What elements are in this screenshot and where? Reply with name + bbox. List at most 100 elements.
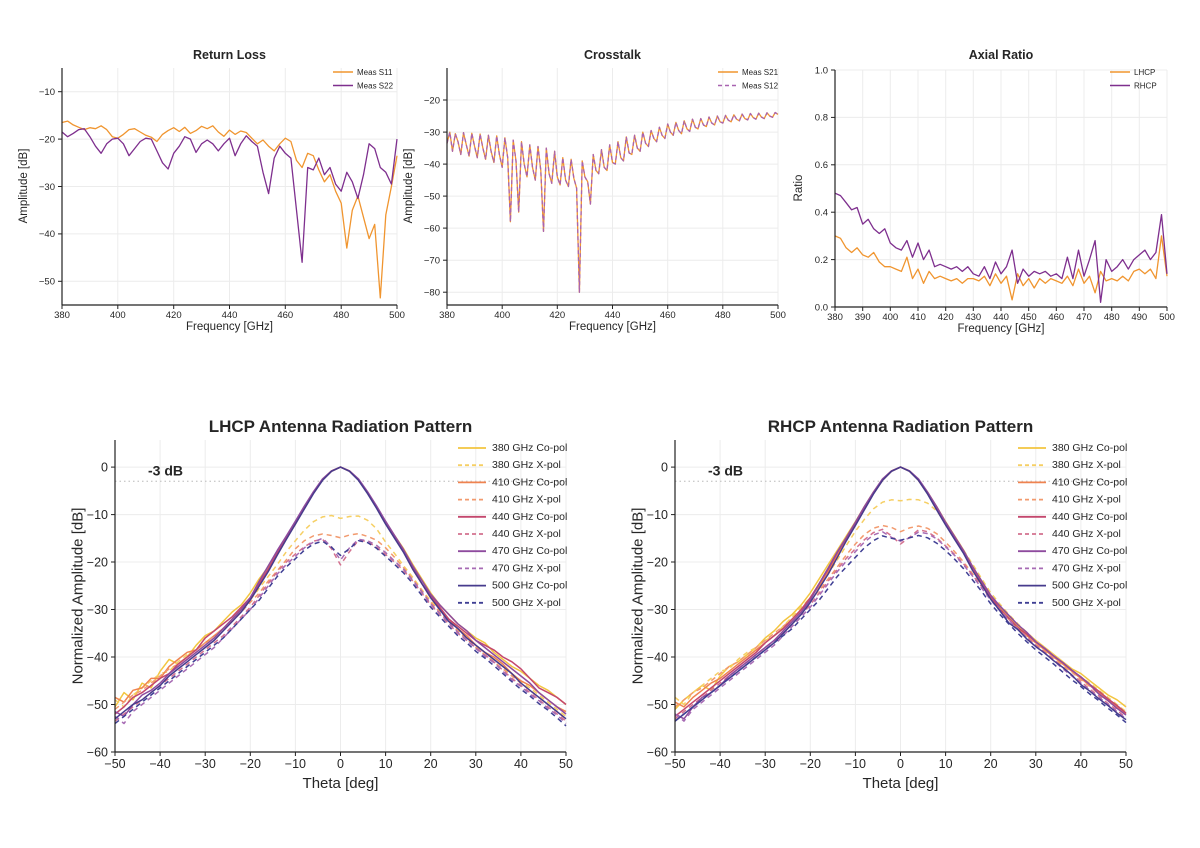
svg-text:400: 400	[110, 310, 126, 321]
svg-text:−50: −50	[39, 277, 55, 288]
gridlines	[834, 69, 1168, 308]
chart-title: Axial Ratio	[968, 48, 1034, 62]
x-axis-label: Theta [deg]	[862, 775, 939, 792]
svg-text:−50: −50	[104, 757, 125, 771]
legend-label: 470 GHz Co-pol	[492, 545, 567, 557]
tick-labels: −50 −40 −30 −20 −10 0 10 20 30 40 50 0 −…	[647, 460, 1133, 771]
chart-return-loss: 380 400 420 440 460 480 500 −10 −20 −30 …	[10, 45, 410, 355]
svg-text:480: 480	[333, 310, 349, 321]
legend-label: 500 GHz Co-pol	[492, 580, 567, 592]
svg-text:−30: −30	[755, 757, 776, 771]
legend-label: 410 GHz Co-pol	[492, 476, 567, 488]
series-lines	[114, 466, 567, 727]
chart-axial-ratio: 380 390 400 410 420 430 440 450 460 470 …	[783, 45, 1200, 355]
legend-label: Meas S11	[357, 68, 393, 77]
svg-text:40: 40	[514, 757, 528, 771]
y-axis-label: Ratio	[793, 174, 805, 202]
svg-text:500: 500	[770, 310, 786, 321]
svg-text:−20: −20	[647, 555, 668, 569]
crosstalk-plot: 380 400 420 440 460 480 500 −20 −30 −40 …	[424, 68, 786, 321]
reference-line: -3 dB	[115, 462, 566, 483]
series-line	[674, 528, 1127, 720]
svg-text:460: 460	[660, 310, 676, 321]
series-line	[446, 111, 779, 293]
svg-text:−30: −30	[424, 127, 440, 138]
svg-text:−80: −80	[424, 288, 440, 299]
svg-text:500: 500	[389, 310, 405, 321]
svg-text:0.0: 0.0	[815, 302, 828, 313]
svg-text:500: 500	[1159, 312, 1175, 323]
gridlines	[61, 68, 398, 305]
x-axis-label: Frequency [GHz]	[569, 321, 656, 333]
legend-label: 470 GHz X-pol	[492, 562, 561, 574]
rhcp-pattern-plot: -3 dB −50 −40 −30 −20 −10 0 10 20 30 40 …	[647, 440, 1133, 771]
svg-text:1.0: 1.0	[815, 65, 828, 76]
legend-label: 380 GHz X-pol	[1052, 459, 1121, 471]
svg-text:−40: −40	[87, 650, 108, 664]
svg-text:10: 10	[939, 757, 953, 771]
legend-label: 380 GHz Co-pol	[492, 442, 567, 454]
legend: LHCP RHCP	[1110, 68, 1157, 91]
svg-text:−40: −40	[424, 159, 440, 170]
tick-labels: 380 400 420 440 460 480 500 −10 −20 −30 …	[39, 87, 405, 321]
x-axis-label: Frequency [GHz]	[186, 321, 273, 333]
chart-crosstalk: 380 400 420 440 460 480 500 −20 −30 −40 …	[395, 45, 795, 355]
series-line	[674, 524, 1127, 716]
svg-text:400: 400	[494, 310, 510, 321]
legend: 380 GHz Co-pol 380 GHz X-pol 410 GHz Co-…	[1018, 442, 1127, 609]
svg-text:−50: −50	[87, 698, 108, 712]
svg-text:420: 420	[938, 312, 954, 323]
svg-text:−10: −10	[39, 87, 55, 98]
svg-text:−60: −60	[87, 745, 108, 759]
legend-label: 500 GHz X-pol	[1052, 597, 1121, 609]
reference-line: -3 dB	[675, 462, 1126, 483]
series-line	[114, 538, 567, 722]
legend-label: 440 GHz X-pol	[492, 528, 561, 540]
series-line	[674, 466, 1127, 722]
series-lines	[674, 466, 1127, 724]
svg-text:−10: −10	[845, 757, 866, 771]
svg-text:0.4: 0.4	[815, 208, 828, 219]
series-lines	[834, 192, 1168, 303]
legend: Meas S21 Meas S12	[718, 68, 779, 91]
svg-text:460: 460	[1048, 312, 1064, 323]
reference-label: -3 dB	[148, 462, 183, 478]
series-line	[834, 235, 1168, 301]
svg-text:−30: −30	[195, 757, 216, 771]
tick-labels: −50 −40 −30 −20 −10 0 10 20 30 40 50 0 −…	[87, 460, 573, 771]
return-loss-plot: 380 400 420 440 460 480 500 −10 −20 −30 …	[39, 68, 405, 321]
legend-label: Meas S21	[742, 68, 779, 77]
svg-text:440: 440	[605, 310, 621, 321]
svg-text:410: 410	[910, 312, 926, 323]
svg-text:0: 0	[897, 757, 904, 771]
tick-labels: 380 390 400 410 420 430 440 450 460 470 …	[815, 65, 1175, 323]
legend-label: Meas S22	[357, 82, 394, 91]
svg-text:−20: −20	[424, 95, 440, 106]
svg-text:0: 0	[101, 460, 108, 474]
tick-labels: 380 400 420 440 460 480 500 −20 −30 −40 …	[424, 95, 786, 321]
svg-text:400: 400	[882, 312, 898, 323]
svg-text:−50: −50	[647, 698, 668, 712]
legend-label: Meas S12	[742, 82, 779, 91]
svg-text:−40: −40	[149, 757, 170, 771]
legend-label: 410 GHz X-pol	[492, 494, 561, 506]
svg-text:−10: −10	[285, 757, 306, 771]
series-line	[114, 466, 567, 720]
svg-text:380: 380	[54, 310, 70, 321]
chart-title: RHCP Antenna Radiation Pattern	[767, 417, 1034, 436]
svg-text:490: 490	[1131, 312, 1147, 323]
legend-label: RHCP	[1134, 82, 1157, 91]
svg-text:480: 480	[715, 310, 731, 321]
svg-text:−20: −20	[240, 757, 261, 771]
svg-text:−40: −40	[647, 650, 668, 664]
chart-title: Return Loss	[193, 48, 266, 62]
legend-label: 440 GHz X-pol	[1052, 528, 1121, 540]
axial-ratio-plot: 380 390 400 410 420 430 440 450 460 470 …	[815, 65, 1175, 323]
svg-text:50: 50	[1119, 757, 1133, 771]
series-line	[61, 128, 398, 263]
legend-label: 500 GHz X-pol	[492, 597, 561, 609]
svg-text:50: 50	[559, 757, 573, 771]
legend-label: 470 GHz Co-pol	[1052, 545, 1127, 557]
chart-rhcp-pattern: -3 dB −50 −40 −30 −20 −10 0 10 20 30 40 …	[620, 415, 1200, 835]
